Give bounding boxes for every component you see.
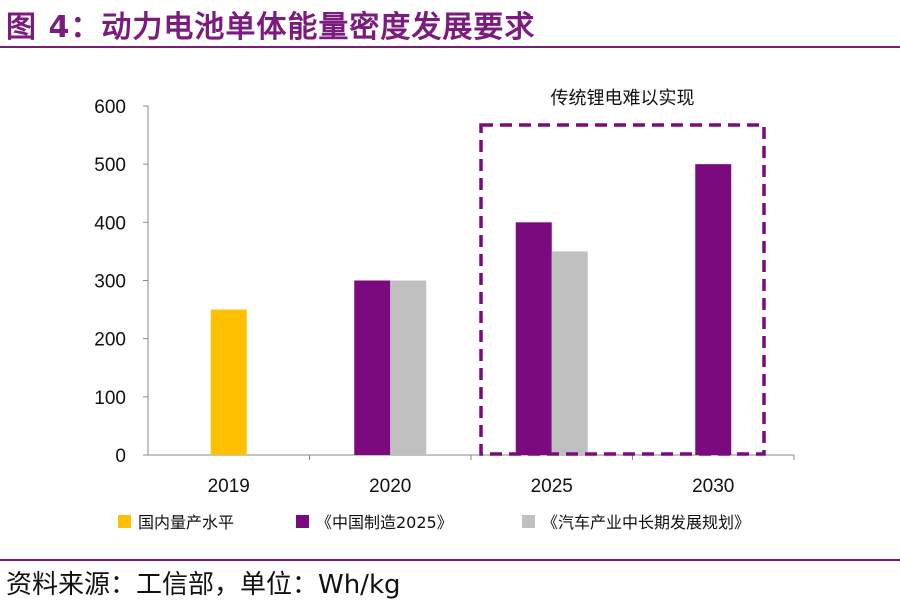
bar [210,309,247,455]
legend-swatch [296,515,309,528]
x-tick-label: 2030 [692,476,734,497]
annotation-label: 传统锂电难以实现 [551,88,695,109]
x-tick-label: 2019 [208,476,250,497]
page-title: 图 4：动力电池单体能量密度发展要求 [6,10,536,45]
bar [390,280,427,455]
title-rule [0,46,900,48]
source-note: 资料来源：工信部，单位：Wh/kg [6,570,401,600]
bar [515,222,552,455]
y-tick-label: 100 [94,388,126,409]
y-tick-label: 200 [94,330,126,351]
annotation-box [479,123,766,456]
bar [354,280,391,455]
legend-swatch [522,515,535,528]
legend-swatch [118,515,131,528]
y-tick-label: 300 [94,272,126,293]
source-rule [0,559,900,561]
bar [695,164,732,455]
y-tick-label: 0 [115,446,126,467]
y-tick-label: 400 [94,213,126,234]
x-tick-label: 2020 [369,476,411,497]
legend-label: 国内量产水平 [138,513,234,532]
y-tick-label: 500 [94,155,126,176]
bar [551,251,588,455]
legend-label: 《中国制造2025》 [316,513,453,532]
y-tick-label: 600 [94,97,126,118]
x-tick-label: 2025 [531,476,573,497]
legend-label: 《汽车产业中长期发展规划》 [542,513,750,532]
bar-chart: 0 100 200 300 400 500 600 2019 2020 2025 2030 传统锂电难… [94,88,795,532]
